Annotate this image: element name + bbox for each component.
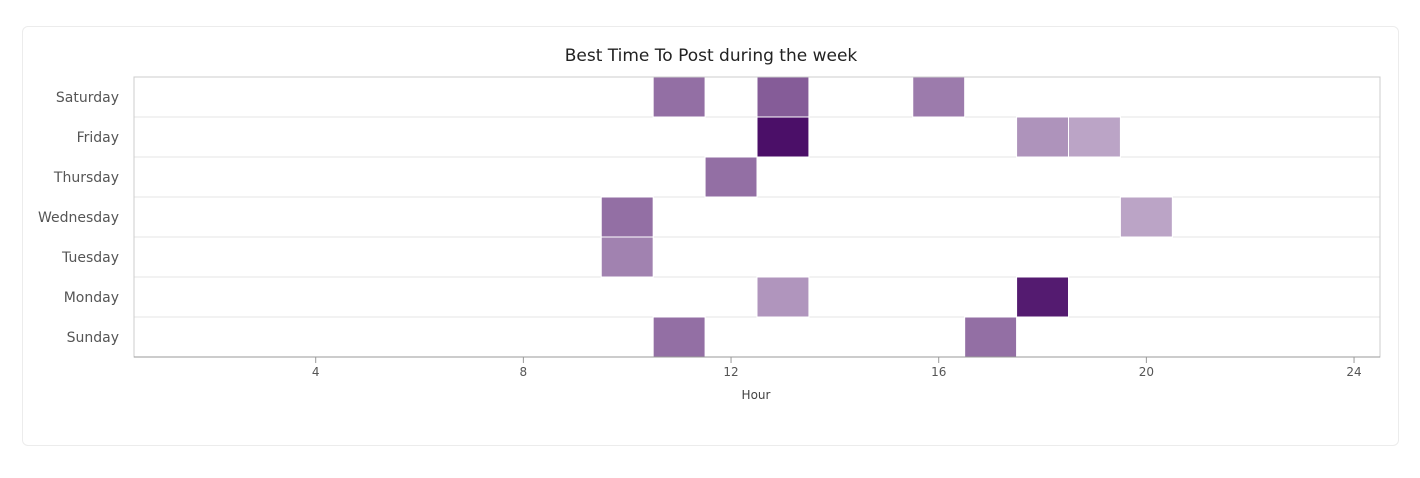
x-tick-label: 4 (312, 365, 320, 379)
heatmap-cell-saturday-13[interactable] (756, 76, 810, 118)
heatmap-cell-friday-18[interactable] (1016, 116, 1069, 158)
heatmap-cell-saturday-16[interactable] (912, 76, 966, 118)
x-tick-label: 12 (723, 365, 738, 379)
y-label-wednesday: Wednesday (38, 210, 119, 226)
y-label-monday: Monday (64, 290, 119, 306)
x-axis-title: Hour (742, 388, 771, 402)
heatmap-cell-sunday-11[interactable] (652, 316, 706, 358)
heatmap-cell-thursday-12[interactable] (704, 156, 758, 198)
chart-title: Best Time To Post during the week (565, 46, 858, 66)
x-axis-ticks: 4 8 12 16 20 24 (312, 357, 1362, 379)
heatmap-cell-friday-13[interactable] (756, 116, 810, 158)
heatmap-cell-sunday-17[interactable] (964, 316, 1018, 358)
heatmap-cells (600, 76, 1173, 358)
heatmap-cell-wednesday-20[interactable] (1119, 196, 1173, 238)
heatmap-cell-saturday-11[interactable] (652, 76, 706, 118)
heatmap-cell-monday-13[interactable] (756, 276, 810, 318)
heatmap-cell-tuesday-10[interactable] (600, 236, 654, 278)
y-label-saturday: Saturday (56, 90, 119, 106)
x-tick-label: 8 (520, 365, 528, 379)
y-axis-labels: Saturday Friday Thursday Wednesday Tuesday Mo… (38, 90, 119, 346)
y-label-tuesday: Tuesday (61, 250, 119, 266)
heatmap-cell-monday-18[interactable] (1016, 276, 1069, 318)
heatmap-cell-friday-19[interactable] (1068, 116, 1121, 158)
x-tick-label: 24 (1346, 365, 1361, 379)
x-tick-label: 20 (1139, 365, 1154, 379)
y-label-thursday: Thursday (53, 170, 119, 186)
x-tick-label: 16 (931, 365, 946, 379)
y-label-sunday: Sunday (67, 330, 119, 346)
y-label-friday: Friday (77, 130, 119, 146)
heatmap-cell-wednesday-10[interactable] (600, 196, 654, 238)
